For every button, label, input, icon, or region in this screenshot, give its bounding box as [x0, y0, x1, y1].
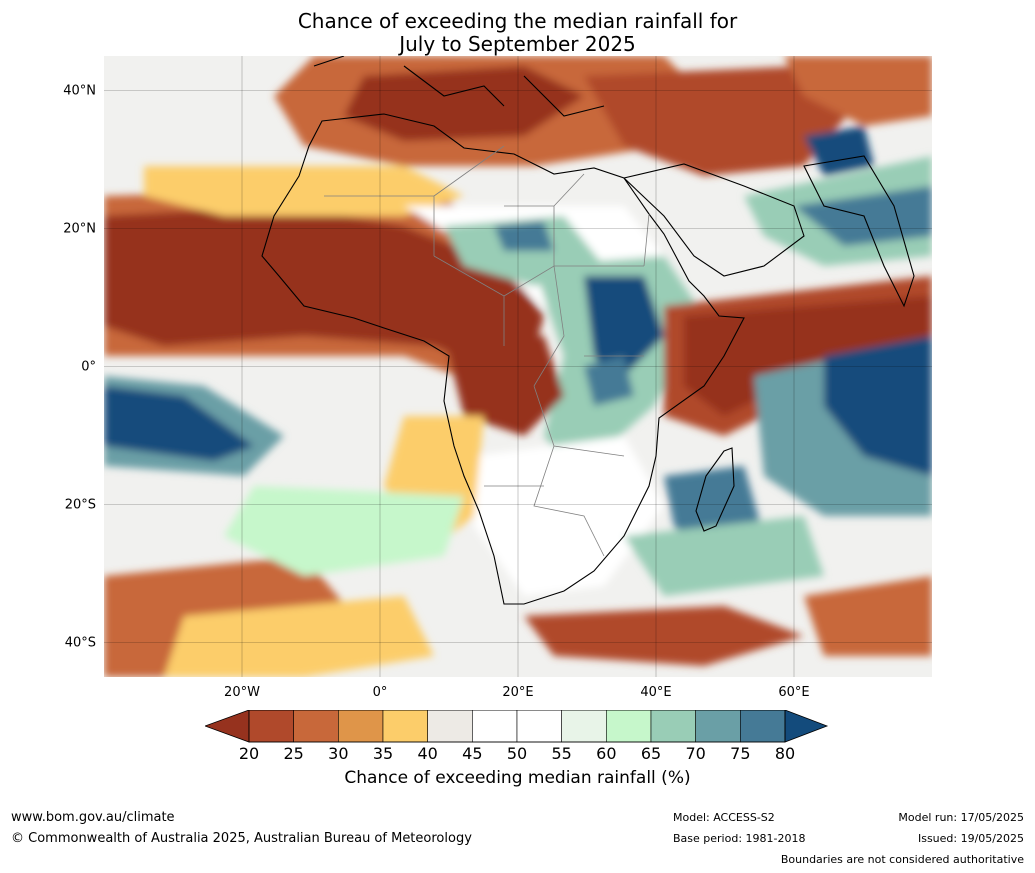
africa-coastline	[261, 113, 745, 605]
colorbar-segment	[293, 710, 339, 743]
field-sudan-wet	[494, 221, 554, 251]
colorbar-tick-label: 65	[640, 744, 662, 763]
country-boundaries	[324, 145, 650, 557]
field-congo-dry	[444, 336, 564, 436]
field-southern-africa-neutral	[474, 436, 664, 596]
field-europe-dry	[784, 56, 932, 126]
colorbar-segment	[606, 710, 652, 743]
arabia-coastline	[622, 163, 805, 277]
lat-label: 40°N	[63, 83, 96, 98]
colorbar-over-arrow	[784, 710, 829, 743]
colorbar-segment	[695, 710, 741, 743]
colorbar-tick-label: 25	[283, 744, 304, 763]
colorbar-tick-label: 40	[417, 744, 438, 763]
title-line-2: July to September 2025	[399, 32, 636, 56]
colorbar-tick-label: 75	[730, 744, 751, 763]
website-link[interactable]: www.bom.gov.au/climate	[11, 810, 175, 825]
coastlines	[261, 56, 915, 605]
field-sahel-light	[144, 166, 464, 216]
model-name: Model: ACCESS-S2	[673, 811, 775, 824]
lon-label: 0°	[372, 685, 388, 700]
lon-label: 60°E	[778, 685, 810, 700]
boundary-lines	[324, 145, 650, 557]
colorbar-tick-label: 45	[462, 744, 483, 763]
model-run-date: Model run: 17/05/2025	[898, 811, 1024, 824]
colorbar-segment	[516, 710, 562, 743]
lat-label: 40°S	[64, 635, 96, 650]
issued-date: Issued: 19/05/2025	[917, 832, 1024, 845]
lat-label: 0°	[81, 359, 96, 374]
europe-coastline	[313, 56, 605, 117]
base-period: Base period: 1981-2018	[673, 832, 806, 845]
colorbar-segment	[382, 710, 428, 743]
colorbar-tick-label: 60	[596, 744, 617, 763]
lon-label: 20°E	[502, 685, 534, 700]
probability-field	[104, 56, 932, 677]
field-south-east-wet	[624, 516, 824, 596]
south-asia-coastline	[803, 155, 915, 308]
colorbar-tick-label: 30	[328, 744, 349, 763]
colorbar-label: Chance of exceeding median rainfall (%)	[344, 768, 691, 788]
chart-title: Chance of exceeding the median rainfall …	[0, 10, 1035, 56]
colorbar-tick-label: 20	[238, 744, 260, 763]
boundaries-disclaimer: Boundaries are not considered authoritat…	[780, 853, 1024, 866]
field-south-atlantic-core	[104, 386, 254, 461]
colorbar-segment	[650, 710, 696, 743]
field-southern-ocean-dry	[524, 606, 804, 666]
field-south-indian-core	[824, 336, 932, 476]
colorbar-tick-label: 35	[372, 744, 394, 763]
lat-label: 20°N	[63, 221, 96, 236]
colorbar-tick-label: 70	[685, 744, 706, 763]
copyright-text: © Commonwealth of Australia 2025, Austra…	[11, 831, 472, 846]
title-line-1: Chance of exceeding the median rainfall …	[297, 9, 738, 33]
colorbar-segment	[472, 710, 518, 743]
colorbar-segment	[248, 710, 294, 743]
lon-label: 40°E	[640, 685, 672, 700]
colorbar	[205, 710, 829, 743]
colorbar-segment	[427, 710, 473, 743]
colorbar-segments	[248, 710, 786, 743]
colorbar-frame	[248, 710, 786, 743]
colorbar-tick-label: 50	[506, 744, 528, 763]
field-indian-ocean-core	[684, 296, 932, 416]
colorbar-segment	[338, 710, 384, 743]
field-south-mixed-wet	[224, 486, 464, 576]
colorbar-segment	[561, 710, 607, 743]
field-east-africa-core	[584, 276, 664, 386]
field-south-light-dry	[164, 596, 434, 677]
field-lake-victoria-wet	[584, 356, 634, 406]
lon-label: 20°W	[224, 685, 260, 700]
gridlines	[104, 56, 932, 677]
map-svg	[104, 56, 932, 677]
madagascar-coastline	[695, 447, 735, 532]
colorbar-segment	[740, 710, 786, 743]
colorbar-tick-label: 80	[774, 744, 796, 763]
field-southern-ocean-east	[804, 576, 932, 656]
field-north-africa-core	[344, 66, 584, 141]
field-mideast-dry	[584, 66, 864, 176]
rainfall-map	[104, 56, 932, 677]
colorbar-under-arrow	[205, 710, 250, 743]
lat-label: 20°S	[64, 497, 96, 512]
colorbar-tick-label: 55	[551, 744, 572, 763]
